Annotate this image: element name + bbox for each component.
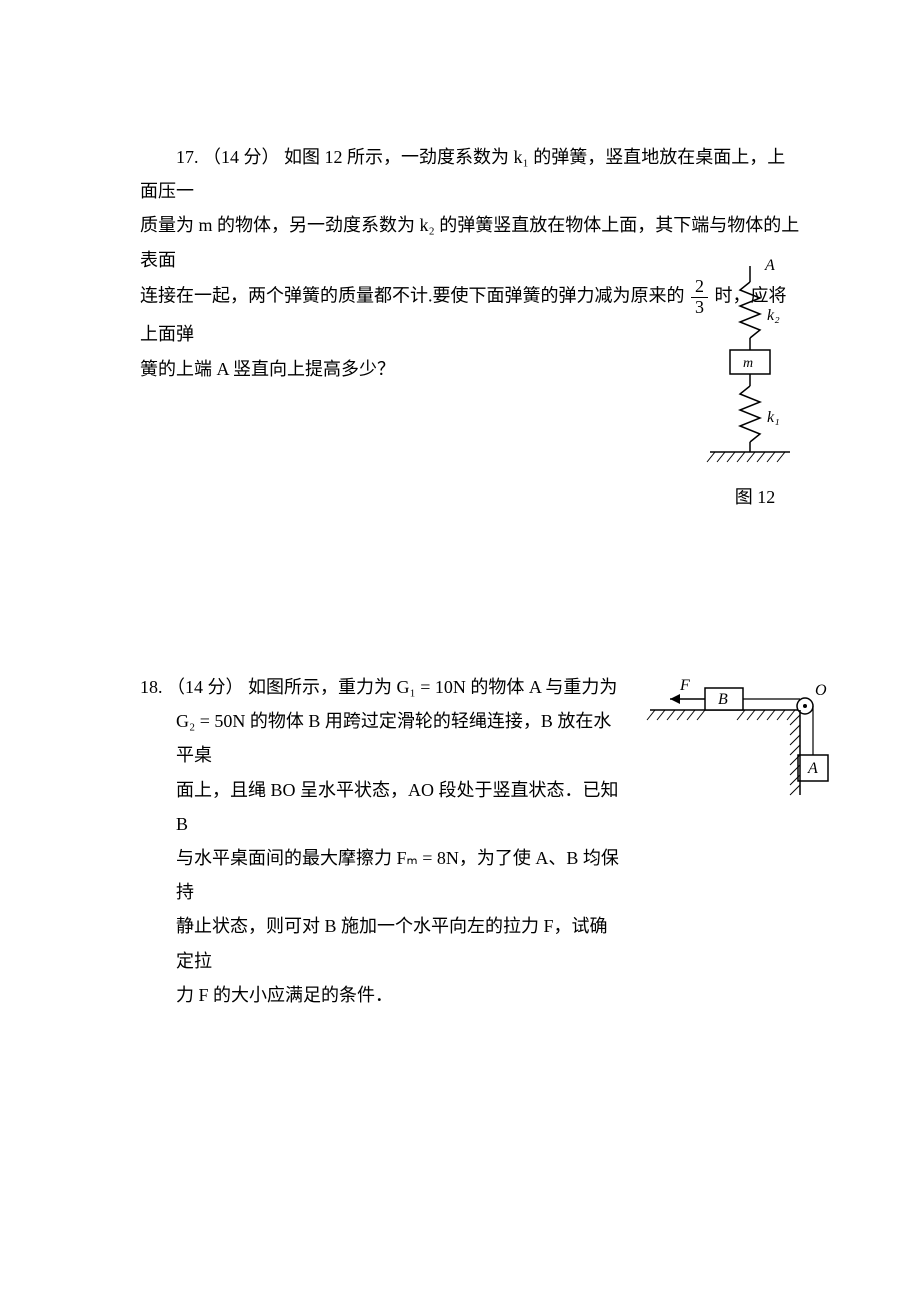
- label-m: m: [743, 356, 753, 371]
- problem-17-number: 17.: [176, 147, 199, 167]
- label-B: B: [718, 691, 728, 708]
- label-A: A: [764, 257, 775, 274]
- label-k1: k₁: [767, 409, 780, 426]
- problem-18-line4: 与水平桌面间的最大摩擦力 Fₘ = 8N，为了使 A、B 均保持: [140, 841, 620, 909]
- problem-18-points: （14 分）: [167, 677, 244, 697]
- problem-18-line3: 面上，且绳 BO 呈水平状态，AO 段处于竖直状态．已知 B: [140, 773, 620, 841]
- problem-18-line6: 力 F 的大小应满足的条件．: [140, 978, 620, 1012]
- problem-18-line2: G₂ = 50N 的物体 B 用跨过定滑轮的轻绳连接，B 放在水平桌: [140, 704, 620, 772]
- label-O: O: [815, 682, 827, 699]
- problem-18-line1: 18. （14 分） 如图所示，重力为 G₁ = 10N 的物体 A 与重力为: [140, 670, 620, 704]
- problem-18-number: 18.: [140, 677, 163, 697]
- figure-18-svg: B F O A: [640, 670, 840, 830]
- problem-18-line5: 静止状态，则可对 B 施加一个水平向左的拉力 F，试确定拉: [140, 909, 620, 977]
- figure-12-caption: 图 12: [700, 480, 810, 514]
- problem-18: 18. （14 分） 如图所示，重力为 G₁ = 10N 的物体 A 与重力为 …: [140, 670, 620, 1012]
- figure-12-svg: A k₂ m k₁: [695, 260, 815, 480]
- figure-12: A k₂ m k₁: [695, 260, 815, 480]
- label-A2: A: [807, 760, 818, 777]
- page: 17. （14 分） 如图 12 所示，一劲度系数为 k₁ 的弹簧，竖直地放在桌…: [0, 0, 920, 1302]
- figure-18: B F O A: [640, 670, 840, 830]
- label-F: F: [679, 677, 690, 694]
- problem-17-line1: 17. （14 分） 如图 12 所示，一劲度系数为 k₁ 的弹簧，竖直地放在桌…: [140, 140, 800, 208]
- label-k2: k₂: [767, 307, 780, 324]
- problem-18-text1: 如图所示，重力为 G₁ = 10N 的物体 A 与重力为: [248, 677, 617, 697]
- problem-17-text3a: 连接在一起，两个弹簧的质量都不计.要使下面弹簧的弹力减为原来的: [140, 285, 685, 305]
- problem-17-points: （14 分）: [203, 147, 280, 167]
